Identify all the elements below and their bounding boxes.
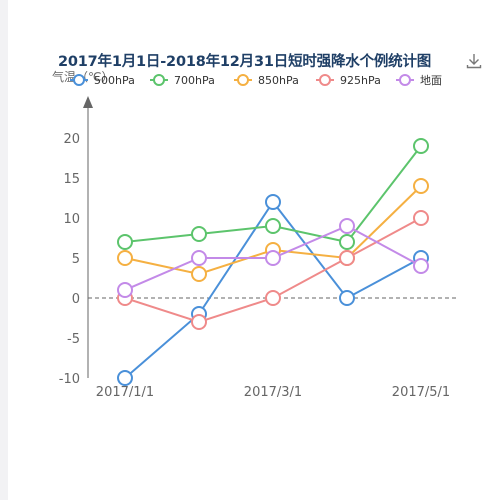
legend-label: 地面 [420,74,442,87]
series-700hPa [117,138,429,250]
data-point[interactable] [339,218,355,234]
data-point[interactable] [265,250,281,266]
y-tick-label: -10 [59,372,80,387]
data-point[interactable] [413,138,429,154]
axes: -10 -5 0 5 10 15 20 2017/1/1 2017/3/1 2017/5/1 [59,96,458,400]
data-point[interactable] [265,218,281,234]
legend-item[interactable]: 500hPa [70,74,135,87]
series-地面 [117,218,429,298]
data-point[interactable] [117,282,133,298]
series-layer [117,138,429,386]
data-point[interactable] [265,194,281,210]
data-point[interactable] [413,210,429,226]
legend-marker [73,74,85,86]
data-point[interactable] [191,226,207,242]
data-point[interactable] [117,234,133,250]
legend-label: 700hPa [174,74,215,87]
legend-marker [237,74,249,86]
legend-marker [153,74,165,86]
legend-item[interactable]: 925hPa [316,74,381,87]
data-point[interactable] [191,250,207,266]
y-tick-label: 20 [63,132,80,147]
y-axis-arrow [83,96,93,108]
x-tick-label: 2017/1/1 [96,385,154,400]
y-tick-label: 10 [63,212,80,227]
legend-label: 500hPa [94,74,135,87]
data-point[interactable] [265,290,281,306]
data-point[interactable] [339,290,355,306]
y-tick-label: -5 [67,332,80,347]
data-point[interactable] [117,370,133,386]
legend-item[interactable]: 地面 [396,74,442,87]
y-tick-label: 5 [72,252,80,267]
x-tick-label: 2017/5/1 [392,385,450,400]
legend[interactable]: 500hPa 700hPa 850hPa 925hPa 地面 [70,74,442,87]
y-tick-label: 15 [63,172,80,187]
download-icon[interactable] [466,53,482,69]
legend-marker [319,74,331,86]
data-point[interactable] [413,178,429,194]
legend-item[interactable]: 700hPa [150,74,215,87]
legend-label: 850hPa [258,74,299,87]
data-point[interactable] [191,266,207,282]
chart-title: 2017年1月1日-2018年12月31日短时强降水个例统计图 [58,54,432,70]
chart-panel [8,0,500,500]
data-point[interactable] [339,250,355,266]
data-point[interactable] [413,258,429,274]
data-point[interactable] [117,250,133,266]
legend-item[interactable]: 850hPa [234,74,299,87]
x-tick-label: 2017/3/1 [244,385,302,400]
y-tick-label: 0 [72,292,80,307]
data-point[interactable] [339,234,355,250]
legend-marker [399,74,411,86]
legend-label: 925hPa [340,74,381,87]
data-point[interactable] [191,314,207,330]
left-edge-strip [0,0,8,500]
